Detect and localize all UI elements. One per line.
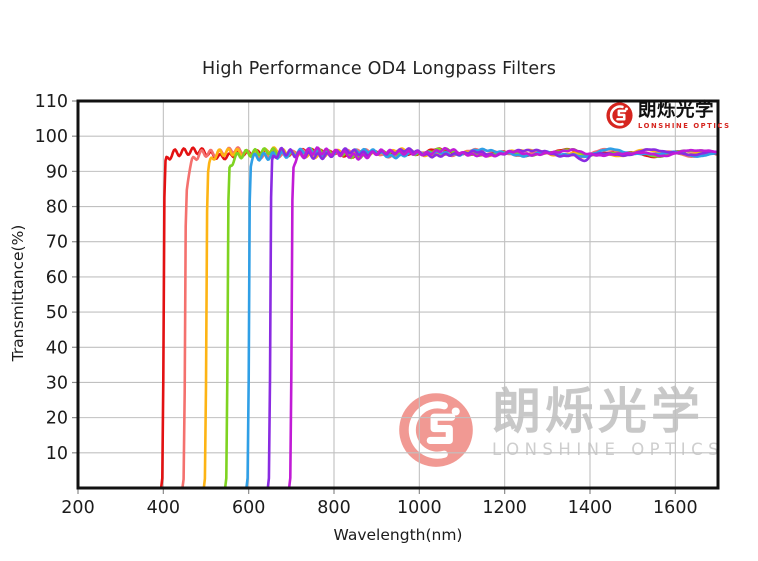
brand-logo-cn-text: 朗烁光学 (638, 100, 715, 121)
svg-text:60: 60 (46, 268, 68, 288)
svg-text:400: 400 (147, 498, 180, 518)
svg-text:110: 110 (35, 92, 68, 112)
svg-text:200: 200 (61, 498, 94, 518)
x-axis-label: Wavelength(nm) (333, 526, 463, 544)
svg-text:90: 90 (46, 162, 68, 182)
svg-text:80: 80 (46, 198, 68, 218)
svg-text:1600: 1600 (653, 498, 698, 518)
chart-title: High Performance OD4 Longpass Filters (201, 59, 557, 79)
brand-logo: 朗烁光学 LONSHINE OPTICS (606, 100, 731, 131)
svg-text:20: 20 (46, 409, 68, 429)
svg-text:1200: 1200 (482, 498, 527, 518)
svg-text:1400: 1400 (568, 498, 613, 518)
svg-text:50: 50 (46, 303, 68, 323)
svg-text:10: 10 (46, 444, 68, 464)
watermark-cn-text: 朗烁光学 (492, 383, 705, 440)
svg-text:100: 100 (35, 127, 68, 147)
brand-logo-en-text: LONSHINE OPTICS (638, 122, 731, 131)
svg-text:1000: 1000 (397, 498, 442, 518)
svg-text:70: 70 (46, 233, 68, 253)
watermark-text: 朗烁光学 LONSHINE OPTICS (492, 383, 725, 460)
svg-text:600: 600 (232, 498, 265, 518)
svg-text:40: 40 (46, 338, 68, 358)
svg-text:800: 800 (317, 498, 350, 518)
lonshine-monogram-icon (606, 102, 633, 129)
watermark: 朗烁光学 LONSHINE OPTICS (398, 386, 724, 468)
brand-logo-text: 朗烁光学 LONSHINE OPTICS (638, 100, 731, 131)
watermark-en-text: LONSHINE OPTICS (492, 440, 725, 460)
svg-text:30: 30 (46, 373, 68, 393)
